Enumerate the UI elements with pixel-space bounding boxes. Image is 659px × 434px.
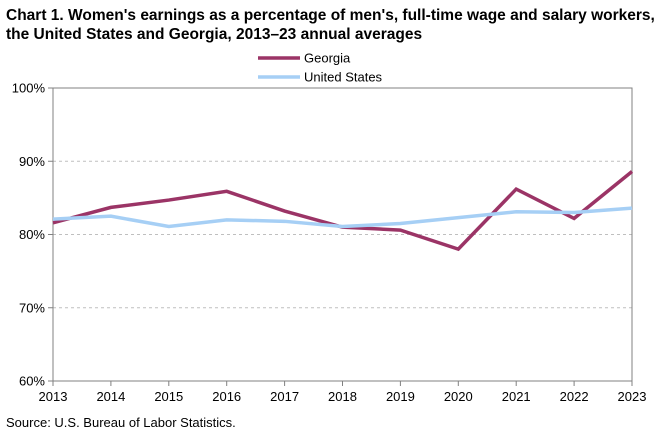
x-tick-label: 2019: [386, 389, 415, 404]
y-tick-label: 100%: [12, 81, 46, 96]
x-tick-label: 2016: [212, 389, 241, 404]
legend-label: United States: [304, 70, 383, 85]
y-tick-label: 80%: [19, 227, 45, 242]
legend-label: Georgia: [304, 51, 351, 66]
x-tick-label: 2015: [154, 389, 183, 404]
x-tick-label: 2014: [96, 389, 125, 404]
legend: Georgia United States: [258, 51, 383, 85]
x-tick-label: 2017: [270, 389, 299, 404]
x-tick-label: 2021: [502, 389, 531, 404]
x-tick-label: 2022: [560, 389, 589, 404]
x-axis-ticks: 2013 2014 2015 2016 2017 2018 2019 2020 2021 2022…: [39, 381, 647, 404]
x-tick-label: 2023: [618, 389, 647, 404]
series-lines: [52, 170, 634, 252]
y-tick-label: 90%: [19, 154, 45, 169]
y-tick-label: 60%: [19, 374, 45, 389]
y-axis-ticks: 60% 70% 80% 90% 100%: [12, 81, 53, 389]
gridlines: [53, 160, 632, 309]
x-tick-label: 2018: [328, 389, 357, 404]
source-note: Source: U.S. Bureau of Labor Statistics.: [6, 415, 236, 430]
series-line-georgia: [52, 170, 634, 252]
chart-title: Chart 1. Women's earnings as a percentag…: [6, 7, 655, 43]
y-tick-label: 70%: [19, 300, 45, 315]
series-line-united-states: [52, 206, 633, 229]
x-tick-label: 2020: [444, 389, 473, 404]
x-tick-label: 2013: [39, 389, 68, 404]
